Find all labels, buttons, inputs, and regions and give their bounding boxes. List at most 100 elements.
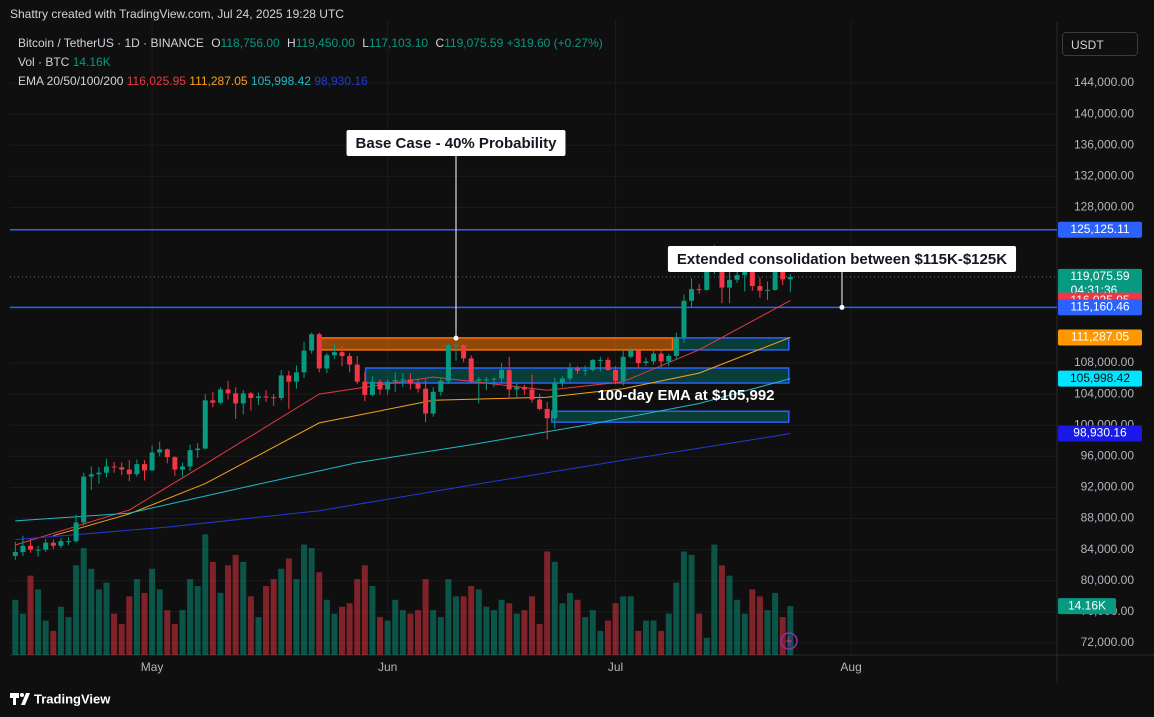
volume-bar [301, 544, 308, 655]
watermark: Shattry created with TradingView.com, Ju… [10, 7, 344, 21]
candle-body [461, 345, 467, 359]
volume-bar [73, 565, 80, 655]
candle-body [689, 289, 695, 301]
alert-icon [780, 632, 798, 650]
price-tag-label: 119,075.59 [1070, 269, 1129, 283]
currency-button[interactable]: USDT [1062, 32, 1138, 56]
y-tick-label: 92,000.00 [1081, 480, 1135, 494]
volume-bar [12, 599, 19, 655]
candle-body [651, 353, 657, 362]
x-tick-label: Jun [378, 660, 397, 674]
volume-bar [384, 620, 391, 655]
volume-bar [460, 596, 467, 655]
candle-body [157, 449, 163, 453]
y-tick-label: 88,000.00 [1081, 511, 1135, 525]
candle-body [666, 356, 672, 362]
candle-body [202, 400, 208, 449]
volume-bar [179, 610, 186, 655]
volume-bar [111, 613, 118, 655]
volume-bar [453, 596, 460, 655]
candle-body [423, 388, 429, 414]
candle-body [293, 372, 299, 382]
volume-bar [331, 613, 338, 655]
volume-bar [392, 599, 399, 655]
ema-line [15, 378, 791, 522]
legend-volume-row: Vol · BTC 14.16K [18, 53, 603, 72]
price-tag [1058, 370, 1142, 387]
candle-body [575, 368, 581, 371]
volume-bar [711, 544, 718, 655]
volume-bar [171, 623, 178, 655]
candle-body [179, 466, 185, 470]
candle-body [643, 361, 649, 364]
volume-bar [95, 589, 102, 655]
candle-body [407, 379, 413, 384]
volume-bar [574, 599, 581, 655]
volume-bar [415, 610, 422, 655]
candle-body [772, 269, 778, 290]
candle-body [658, 353, 664, 362]
y-tick-label: 132,000.00 [1074, 169, 1134, 183]
y-tick-label: 96,000.00 [1081, 449, 1135, 463]
annotation-text: 100-day EMA at $105,992 [597, 387, 774, 404]
volume-bar [285, 558, 292, 655]
volume-bar [407, 613, 414, 655]
y-tick-label: 144,000.00 [1074, 75, 1134, 89]
price-tag-label: 111,287.05 [1071, 330, 1130, 344]
volume-bar [118, 623, 125, 655]
candle-body [119, 467, 125, 470]
volume-bar [156, 589, 163, 655]
candle-body [111, 466, 117, 468]
zone [673, 337, 790, 351]
candle-body [567, 368, 573, 379]
ema-line [15, 433, 791, 541]
volume-bar [521, 610, 528, 655]
volume-bar [316, 572, 323, 655]
volume-bar [498, 599, 505, 655]
candle-body [263, 396, 269, 398]
annotation-anchor [453, 335, 459, 341]
candle-body [559, 378, 565, 383]
candle-body [217, 389, 223, 403]
candle-body [339, 352, 345, 357]
ema-line [15, 300, 791, 546]
price-tag [1058, 268, 1142, 299]
candle-body [635, 350, 641, 364]
candle-body [73, 522, 79, 542]
ohlc-key: H [287, 36, 296, 50]
candle-body [50, 542, 56, 546]
candle-body [787, 276, 793, 280]
candle-body [742, 271, 748, 276]
candle-body [248, 393, 254, 399]
volume-bar [88, 568, 95, 655]
volume-bar [308, 548, 315, 655]
candle-body [673, 337, 679, 357]
candle-body [628, 350, 634, 357]
candle-body [225, 389, 231, 394]
brand: TradingView [34, 691, 111, 706]
candle-body [347, 356, 353, 365]
candle-body [757, 286, 763, 291]
volume-bar [57, 606, 64, 655]
volume-bar [566, 592, 573, 655]
candle-body [430, 391, 436, 414]
candle-body [324, 355, 330, 369]
x-tick-label: Aug [840, 660, 861, 674]
volume-legend-value: 14.16K [72, 55, 111, 69]
candle-body [681, 300, 687, 338]
candle-body [58, 541, 64, 546]
candle-body [415, 383, 421, 389]
ema-legend: EMA 20/50/100/200 [18, 74, 124, 88]
candle-body [491, 378, 497, 380]
volume-bar [650, 620, 657, 655]
volume-bar [164, 610, 171, 655]
annotation-text: Base Case - 40% Probability [356, 135, 558, 152]
ohlc-key: C [435, 36, 445, 50]
candle-body [552, 382, 558, 419]
candle-body [476, 379, 482, 381]
x-tick-label: Jul [608, 660, 623, 674]
legend: Bitcoin / TetherUS · 1D · BINANCE O118,7… [18, 34, 603, 91]
volume-bar [399, 610, 406, 655]
volume-bar [551, 561, 558, 655]
